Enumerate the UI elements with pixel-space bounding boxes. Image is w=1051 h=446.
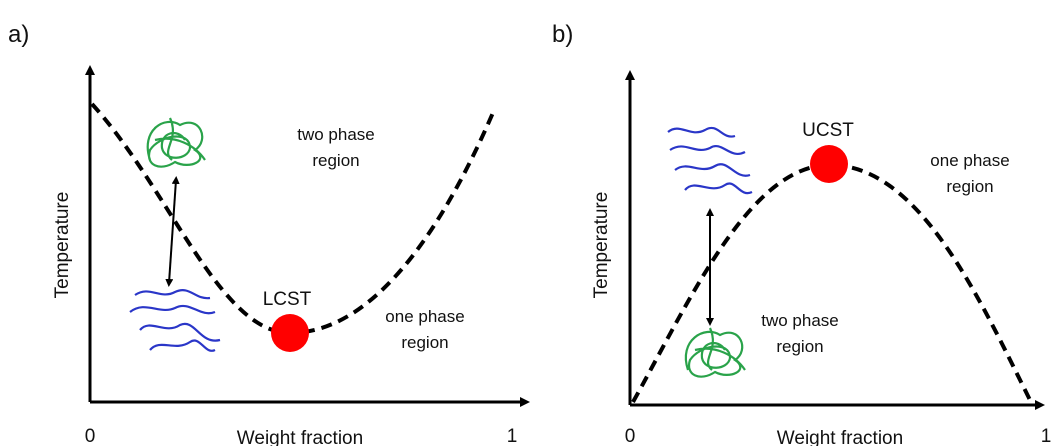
region-label: region bbox=[946, 177, 993, 196]
critical-point-label: UCST bbox=[802, 120, 854, 141]
x-tick-label: 0 bbox=[85, 426, 96, 446]
region-label: two phase bbox=[297, 125, 375, 144]
region-label: one phase bbox=[930, 151, 1009, 170]
collapsed-polymer bbox=[686, 328, 745, 377]
phase-boundary bbox=[633, 165, 1030, 402]
transition-arrow bbox=[169, 180, 176, 283]
x-tick-label: 1 bbox=[1041, 426, 1051, 446]
panel-b: b) Temperature Weight fraction 0 1 UCST … bbox=[552, 21, 1051, 446]
diagram: a) Temperature Weight fraction 0 1 LCST … bbox=[0, 0, 1051, 446]
region-label: region bbox=[312, 151, 359, 170]
region-label: two phase bbox=[761, 311, 839, 330]
region-label: one phase bbox=[385, 307, 464, 326]
extended-polymer bbox=[130, 290, 220, 351]
region-label: region bbox=[776, 337, 823, 356]
y-axis-label: Temperature bbox=[591, 192, 612, 299]
region-label: region bbox=[401, 333, 448, 352]
x-tick-label: 0 bbox=[625, 426, 636, 446]
critical-point-label: LCST bbox=[263, 289, 312, 310]
x-axis-label: Weight fraction bbox=[777, 428, 903, 446]
x-tick-label: 1 bbox=[507, 426, 518, 446]
y-axis-label: Temperature bbox=[52, 192, 73, 299]
critical-point bbox=[810, 145, 848, 183]
collapsed-polymer bbox=[148, 118, 205, 167]
panel-label: a) bbox=[8, 21, 29, 48]
x-axis-label: Weight fraction bbox=[237, 428, 363, 446]
panel-label: b) bbox=[552, 21, 573, 48]
panel-a: a) Temperature Weight fraction 0 1 LCST … bbox=[8, 21, 525, 446]
extended-polymer bbox=[668, 128, 752, 193]
critical-point bbox=[271, 314, 309, 352]
